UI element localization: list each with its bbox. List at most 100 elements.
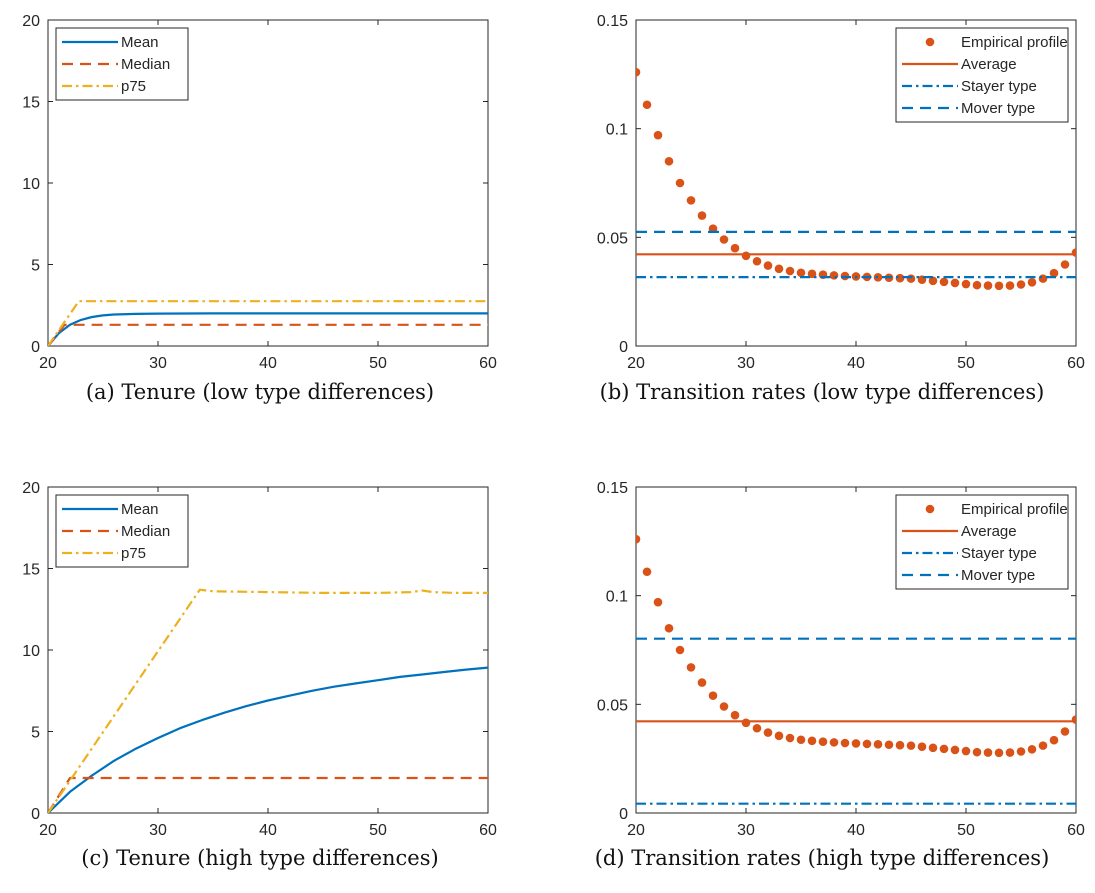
data-point xyxy=(675,178,685,188)
data-point xyxy=(829,738,839,747)
legend-label: Empirical profile xyxy=(961,34,1068,51)
data-point xyxy=(1049,735,1059,745)
legend-label: p75 xyxy=(121,78,146,95)
y-tick-label: 0 xyxy=(619,339,628,356)
x-tick-label: 30 xyxy=(737,822,755,837)
data-point xyxy=(719,702,729,711)
legend-box xyxy=(55,27,189,101)
y-tick-label: 15 xyxy=(22,95,40,112)
chart-panel-d: 20 30 40 50 60 0 0.05 0.1 0.15 Empirical profile A… xyxy=(548,467,1095,842)
y-tick-label: 0.15 xyxy=(597,480,628,497)
legend-label: Empirical profile xyxy=(961,501,1068,518)
data-point xyxy=(928,276,938,286)
y-tick-label: 0 xyxy=(31,339,40,356)
data-point xyxy=(840,738,850,748)
y-tick-label: 15 xyxy=(22,562,40,579)
y-tick-label: 0.1 xyxy=(606,122,628,139)
x-tick-label: 40 xyxy=(259,822,277,837)
legend-label: Stayer type xyxy=(961,78,1037,95)
series-line-mean xyxy=(48,666,488,813)
legend-label: p75 xyxy=(121,545,146,562)
data-point xyxy=(917,742,927,752)
data-point xyxy=(697,678,707,687)
data-point xyxy=(983,281,993,290)
legend: Empirical profile Average Stayer type Mover… xyxy=(895,27,1069,123)
chart-panel-c: 20 30 40 50 60 0 5 10 15 20 Mean Median p75 xyxy=(0,467,547,842)
x-tick-label: 30 xyxy=(149,355,167,370)
data-point xyxy=(653,597,663,607)
x-tick-label: 30 xyxy=(149,822,167,837)
data-point xyxy=(1071,715,1076,724)
data-point xyxy=(961,279,971,289)
data-point xyxy=(653,130,663,140)
chart-svg-d: 20 30 40 50 60 0 0.05 0.1 0.15 Empirical profile A… xyxy=(597,480,1085,839)
data-point xyxy=(796,735,806,745)
legend-label: Median xyxy=(121,523,170,540)
data-point xyxy=(818,737,828,747)
legend-label: Stayer type xyxy=(961,545,1037,562)
data-point xyxy=(873,273,883,282)
y-tick-label: 5 xyxy=(31,725,40,742)
chart-caption: (c) Tenure (high type differences) xyxy=(81,846,439,870)
legend-label: Mover type xyxy=(961,567,1035,584)
data-point xyxy=(994,748,1004,758)
x-tick-label: 60 xyxy=(1067,822,1085,837)
chart-svg-b: 20 30 40 50 60 0 0.05 0.1 0.15 Empirical profile A… xyxy=(597,13,1085,372)
data-point xyxy=(730,710,740,720)
chart-panel-a: 20 30 40 50 60 0 5 10 15 20 Mean Median p75 xyxy=(0,0,547,375)
x-tick-label: 20 xyxy=(39,822,57,837)
data-point xyxy=(950,745,960,755)
data-point xyxy=(796,268,806,278)
data-point xyxy=(807,736,817,746)
x-tick-label: 50 xyxy=(369,355,387,370)
data-point xyxy=(851,739,861,748)
chart-svg-c: 20 30 40 50 60 0 5 10 15 20 Mean Median p75 xyxy=(22,480,497,839)
data-point xyxy=(686,196,696,205)
data-point xyxy=(1071,248,1076,257)
x-tick-label: 40 xyxy=(847,822,865,837)
data-point xyxy=(763,728,773,737)
legend-marker xyxy=(925,37,935,47)
series-line-median xyxy=(48,776,488,813)
legend: Mean Median p75 xyxy=(55,494,189,568)
legend-box xyxy=(895,494,1069,590)
x-tick-label: 30 xyxy=(737,355,755,370)
x-tick-label: 20 xyxy=(627,822,645,837)
y-tick-label: 5 xyxy=(31,258,40,275)
data-point xyxy=(708,691,718,700)
data-point xyxy=(774,731,784,741)
legend-label: Median xyxy=(121,56,170,73)
data-point xyxy=(752,256,762,266)
y-tick-label: 20 xyxy=(22,13,40,30)
data-point xyxy=(697,211,707,220)
series-line-mean xyxy=(48,312,488,346)
data-point xyxy=(906,741,916,750)
legend-box xyxy=(895,27,1069,123)
y-tick-label: 10 xyxy=(22,176,40,193)
legend-label: Mean xyxy=(121,34,159,51)
x-tick-label: 40 xyxy=(259,355,277,370)
y-tick-label: 0.15 xyxy=(597,13,628,30)
data-point xyxy=(1016,280,1026,289)
y-tick-label: 0 xyxy=(31,806,40,823)
data-point xyxy=(664,156,674,166)
data-point xyxy=(983,748,993,757)
legend-label: Average xyxy=(961,523,1017,540)
data-point xyxy=(664,623,674,633)
data-point xyxy=(763,261,773,270)
x-tick-label: 50 xyxy=(369,822,387,837)
data-point xyxy=(873,740,883,749)
x-tick-label: 40 xyxy=(847,355,865,370)
x-tick-label: 60 xyxy=(479,822,497,837)
data-point xyxy=(928,743,938,753)
chart-caption: (d) Transition rates (high type differen… xyxy=(594,846,1050,870)
data-point xyxy=(807,269,817,279)
data-point xyxy=(1005,748,1015,757)
data-point xyxy=(1038,741,1048,750)
y-tick-label: 0.05 xyxy=(597,230,628,247)
chart-svg-a: 20 30 40 50 60 0 5 10 15 20 Mean Median p75 xyxy=(22,13,497,372)
data-point xyxy=(741,251,751,261)
x-tick-label: 20 xyxy=(39,355,57,370)
x-tick-label: 50 xyxy=(957,822,975,837)
data-point xyxy=(785,266,795,276)
